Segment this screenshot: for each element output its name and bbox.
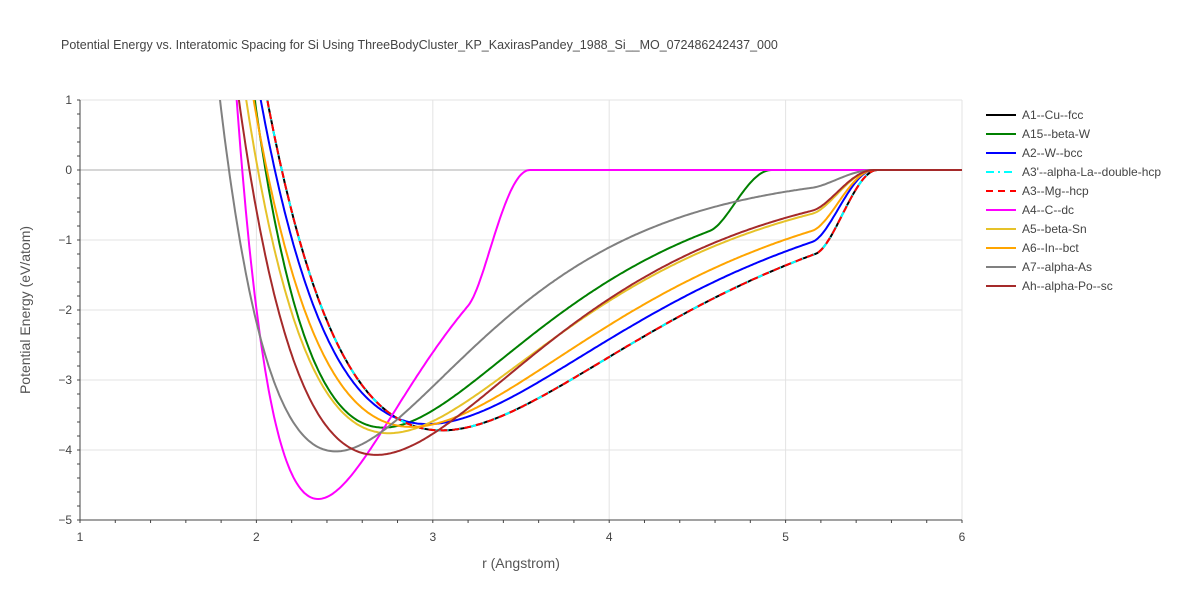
legend-item[interactable]: A3'--alpha-La--double-hcp bbox=[986, 162, 1161, 181]
legend-swatch bbox=[986, 246, 1016, 249]
legend-swatch bbox=[986, 284, 1016, 287]
y-tick-label: 1 bbox=[65, 93, 72, 107]
legend: A1--Cu--fcc A15--beta-W A2--W--bcc A3'--alp… bbox=[986, 105, 1161, 295]
legend-label: A6--In--bct bbox=[1022, 240, 1079, 255]
series-line-3 bbox=[266, 100, 962, 432]
legend-item[interactable]: A5--beta-Sn bbox=[986, 219, 1161, 238]
legend-label: A3'--alpha-La--double-hcp bbox=[1022, 164, 1162, 179]
legend-item[interactable]: A6--In--bct bbox=[986, 238, 1161, 257]
series-line-7 bbox=[252, 100, 962, 428]
series-line-6 bbox=[245, 100, 962, 435]
y-tick-label: −3 bbox=[58, 373, 72, 387]
legend-label: A2--W--bcc bbox=[1022, 145, 1083, 160]
x-tick-label: 1 bbox=[77, 530, 84, 544]
legend-item[interactable]: Ah--alpha-Po--sc bbox=[986, 276, 1161, 295]
legend-label: A4--C--dc bbox=[1022, 202, 1075, 217]
legend-label: A15--beta-W bbox=[1022, 126, 1091, 141]
series-line-5 bbox=[235, 100, 962, 501]
legend-swatch bbox=[986, 208, 1016, 211]
series-line-8 bbox=[219, 100, 962, 453]
series-line-2 bbox=[259, 100, 962, 426]
legend-label: A5--beta-Sn bbox=[1022, 221, 1087, 236]
x-tick-label: 2 bbox=[253, 530, 260, 544]
y-axis-title: Potential Energy (eV/atom) bbox=[17, 226, 33, 394]
legend-label: Ah--alpha-Po--sc bbox=[1022, 278, 1113, 293]
legend-swatch bbox=[986, 227, 1016, 230]
legend-item[interactable]: A1--Cu--fcc bbox=[986, 105, 1161, 124]
series-line-0 bbox=[266, 100, 962, 432]
y-tick-label: −4 bbox=[58, 443, 72, 457]
legend-item[interactable]: A15--beta-W bbox=[986, 124, 1161, 143]
legend-swatch bbox=[986, 151, 1016, 154]
grid-layer bbox=[80, 99, 963, 521]
series-layer bbox=[219, 100, 962, 501]
legend-item[interactable]: A2--W--bcc bbox=[986, 143, 1161, 162]
legend-item[interactable]: A4--C--dc bbox=[986, 200, 1161, 219]
series-line-9 bbox=[237, 100, 962, 456]
legend-label: A7--alpha-As bbox=[1022, 259, 1093, 274]
legend-label: A1--Cu--fcc bbox=[1022, 107, 1084, 122]
y-tick-label: 0 bbox=[65, 163, 72, 177]
y-tick-label: −5 bbox=[58, 513, 72, 527]
series-line-4 bbox=[266, 100, 962, 432]
x-tick-label: 3 bbox=[429, 530, 436, 544]
legend-item[interactable]: A3--Mg--hcp bbox=[986, 181, 1161, 200]
legend-item[interactable]: A7--alpha-As bbox=[986, 257, 1161, 276]
legend-swatch bbox=[986, 132, 1016, 135]
x-tick-label: 5 bbox=[782, 530, 789, 544]
legend-swatch bbox=[986, 189, 1016, 192]
legend-swatch bbox=[986, 265, 1016, 268]
y-tick-label: −1 bbox=[58, 233, 72, 247]
chart-title: Potential Energy vs. Interatomic Spacing… bbox=[61, 38, 778, 52]
legend-swatch bbox=[986, 170, 1016, 173]
y-tick-label: −2 bbox=[58, 303, 72, 317]
legend-swatch bbox=[986, 113, 1016, 116]
x-tick-label: 4 bbox=[606, 530, 613, 544]
legend-label: A3--Mg--hcp bbox=[1022, 183, 1089, 198]
x-tick-label: 6 bbox=[959, 530, 966, 544]
axis-layer: 1 2 3 4 5 6 1 0 −1 −2 −3 −4 −5 bbox=[58, 93, 965, 544]
x-axis-title: r (Angstrom) bbox=[482, 555, 560, 571]
